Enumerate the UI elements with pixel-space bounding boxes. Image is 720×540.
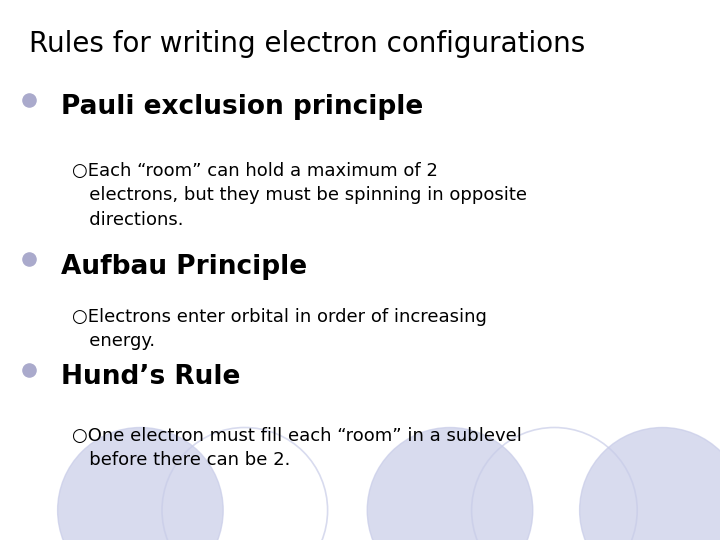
Text: ○Each “room” can hold a maximum of 2
   electrons, but they must be spinning in : ○Each “room” can hold a maximum of 2 ele…	[72, 162, 527, 228]
Text: Rules for writing electron configurations: Rules for writing electron configuration…	[29, 30, 585, 58]
Ellipse shape	[58, 428, 223, 540]
Ellipse shape	[367, 428, 533, 540]
Ellipse shape	[580, 428, 720, 540]
Text: Pauli exclusion principle: Pauli exclusion principle	[61, 94, 423, 120]
Text: ○One electron must fill each “room” in a sublevel
   before there can be 2.: ○One electron must fill each “room” in a…	[72, 427, 522, 469]
Point	[23, 96, 35, 104]
Text: Hund’s Rule: Hund’s Rule	[61, 364, 240, 390]
Point	[23, 366, 35, 374]
Text: ○Electrons enter orbital in order of increasing
   energy.: ○Electrons enter orbital in order of inc…	[72, 308, 487, 350]
Point	[23, 255, 35, 264]
Text: Aufbau Principle: Aufbau Principle	[61, 254, 307, 280]
